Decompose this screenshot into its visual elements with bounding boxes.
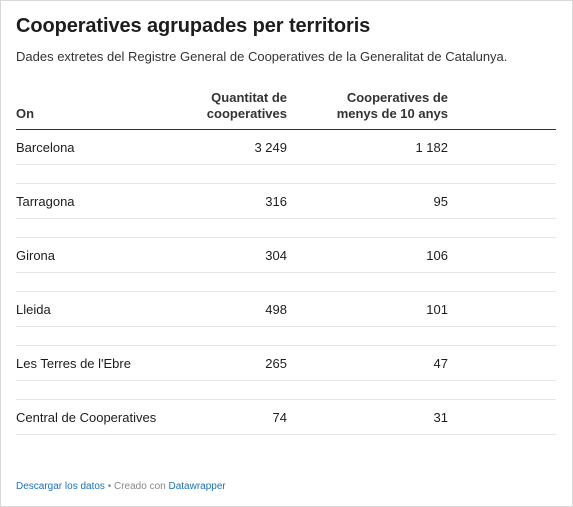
- cell-on: Tarragona: [16, 183, 166, 219]
- cell-quantitat: 498: [166, 291, 287, 327]
- chart-subtitle: Dades extretes del Registre General de C…: [16, 49, 508, 64]
- table-row: Girona 304 106: [16, 237, 556, 273]
- row-gap-cell: [16, 380, 556, 400]
- cell-quantitat: 3 249: [166, 129, 287, 165]
- cell-recents: 31: [287, 399, 448, 435]
- row-gap-cell: [16, 326, 556, 346]
- table-header: On Quantitat de cooperatives Cooperative…: [16, 87, 556, 130]
- row-spacer-cell: [448, 345, 556, 381]
- column-header-quantitat-line2: cooperatives: [206, 106, 287, 121]
- footer-separator: •: [104, 481, 114, 492]
- table-row: Les Terres de l'Ebre 265 47: [16, 345, 556, 381]
- table-body: Barcelona 3 249 1 182 Tarragona 316 95 Girona 3…: [16, 129, 556, 435]
- cell-quantitat: 265: [166, 345, 287, 381]
- cell-recents: 101: [287, 291, 448, 327]
- row-spacer-cell: [448, 399, 556, 435]
- row-gap: [16, 164, 556, 184]
- cell-recents: 95: [287, 183, 448, 219]
- row-gap-cell: [16, 164, 556, 184]
- column-header-recents-line1: Cooperatives de: [346, 90, 448, 105]
- row-gap: [16, 218, 556, 238]
- column-header-quantitat[interactable]: Quantitat de cooperatives: [166, 87, 287, 130]
- row-gap: [16, 326, 556, 346]
- cell-recents: 47: [287, 345, 448, 381]
- cell-quantitat: 74: [166, 399, 287, 435]
- column-header-quantitat-line1: Quantitat de: [211, 90, 287, 105]
- created-with-text: Creado con: [114, 481, 169, 492]
- column-header-on[interactable]: On: [16, 87, 166, 130]
- download-data-link[interactable]: Descargar los datos: [16, 481, 105, 492]
- table-row: Central de Cooperatives 74 31: [16, 399, 556, 435]
- data-table: On Quantitat de cooperatives Cooperative…: [16, 87, 556, 435]
- cell-recents: 1 182: [287, 129, 448, 165]
- cell-on: Les Terres de l'Ebre: [16, 345, 166, 381]
- table-row: Tarragona 316 95: [16, 183, 556, 219]
- row-gap-cell: [16, 272, 556, 292]
- datawrapper-link[interactable]: Datawrapper: [168, 481, 226, 492]
- cell-on: Girona: [16, 237, 166, 273]
- row-spacer-cell: [448, 291, 556, 327]
- cell-on: Lleida: [16, 291, 166, 327]
- column-header-recents-line2: menys de 10 anys: [336, 106, 448, 121]
- row-spacer-cell: [448, 237, 556, 273]
- row-spacer-cell: [448, 129, 556, 165]
- column-header-spacer: [448, 87, 556, 130]
- column-header-on-label: On: [16, 106, 35, 121]
- table-row: Lleida 498 101: [16, 291, 556, 327]
- table-row: Barcelona 3 249 1 182: [16, 129, 556, 165]
- chart-footer: Descargar los datos • Creado con Datawra…: [16, 481, 226, 492]
- row-gap-cell: [16, 218, 556, 238]
- cell-recents: 106: [287, 237, 448, 273]
- header-row: On Quantitat de cooperatives Cooperative…: [16, 87, 556, 130]
- cell-quantitat: 304: [166, 237, 287, 273]
- row-gap: [16, 272, 556, 292]
- cell-on: Barcelona: [16, 129, 166, 165]
- cell-quantitat: 316: [166, 183, 287, 219]
- row-spacer-cell: [448, 183, 556, 219]
- cell-on: Central de Cooperatives: [16, 399, 166, 435]
- row-gap: [16, 380, 556, 400]
- column-header-recents[interactable]: Cooperatives de menys de 10 anys: [287, 87, 448, 130]
- chart-title: Cooperatives agrupades per territoris: [16, 15, 371, 37]
